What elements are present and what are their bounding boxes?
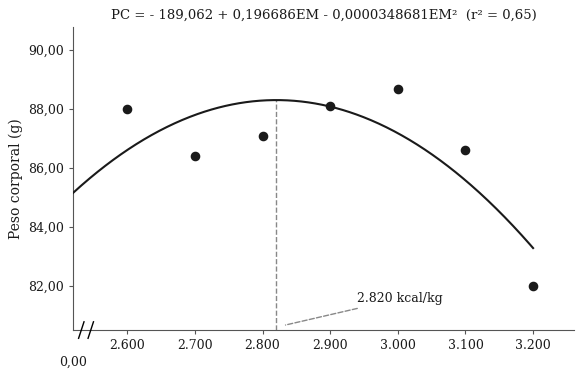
Y-axis label: Peso corporal (g): Peso corporal (g): [8, 118, 23, 239]
Point: [528, 283, 538, 289]
Point: [258, 133, 267, 139]
Title: PC = - 189,062 + 0,196686EM - 0,0000348681EM²  (r² = 0,65): PC = - 189,062 + 0,196686EM - 0,00003486…: [111, 8, 536, 21]
Point: [393, 85, 403, 91]
Point: [325, 103, 335, 109]
Point: [123, 106, 132, 112]
Text: 0,00: 0,00: [59, 356, 87, 369]
Point: [461, 147, 470, 153]
Point: [190, 153, 200, 159]
Text: 2.820 kcal/kg: 2.820 kcal/kg: [286, 292, 443, 325]
